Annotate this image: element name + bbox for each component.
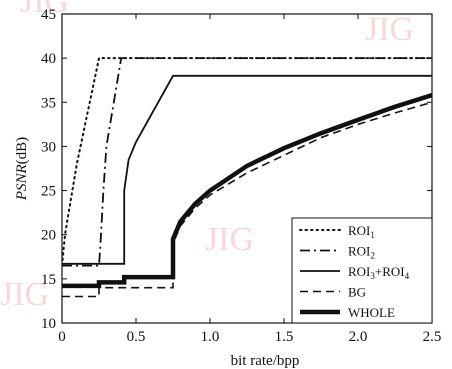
watermark-text: JIG: [0, 276, 49, 313]
x-tick-label: 1.0: [201, 329, 220, 345]
y-tick-label: 20: [41, 228, 56, 244]
legend-label-2: ROI2: [348, 244, 375, 261]
x-tick-label: 2.5: [423, 329, 442, 345]
legend-label-4: BG: [348, 285, 366, 300]
y-tick-label: 30: [41, 139, 56, 155]
x-tick-label: 2.0: [349, 329, 368, 345]
series-line-1: [62, 57, 432, 267]
watermark-text: JIG: [20, 0, 69, 20]
legend-label-1: ROI1: [348, 223, 375, 240]
y-tick-label: 10: [41, 316, 56, 332]
series-line-4: [62, 101, 432, 298]
y-tick-label: 25: [41, 184, 56, 200]
series-line-3: [62, 74, 432, 265]
y-axis-label: PSNR(dB): [14, 137, 30, 201]
x-tick-label: 0: [58, 329, 66, 345]
x-tick-label: 0.5: [127, 329, 146, 345]
watermark-text: JIG: [205, 221, 254, 258]
y-tick-label: 35: [41, 95, 56, 111]
y-tick-label: 45: [41, 7, 56, 23]
y-tick-label: 40: [41, 51, 56, 67]
legend-label-5: WHOLE: [348, 305, 395, 320]
plot-frame: [61, 13, 433, 324]
series-line-5: [62, 93, 432, 289]
x-tick-label: 1.5: [275, 329, 294, 345]
legend-label-3: ROI3+ROI4: [348, 264, 410, 281]
series-line-2: [62, 57, 432, 267]
watermark-text: JIG: [365, 11, 414, 48]
x-axis-label: bit rate/bpp: [231, 353, 300, 369]
y-tick-label: 15: [41, 272, 56, 288]
